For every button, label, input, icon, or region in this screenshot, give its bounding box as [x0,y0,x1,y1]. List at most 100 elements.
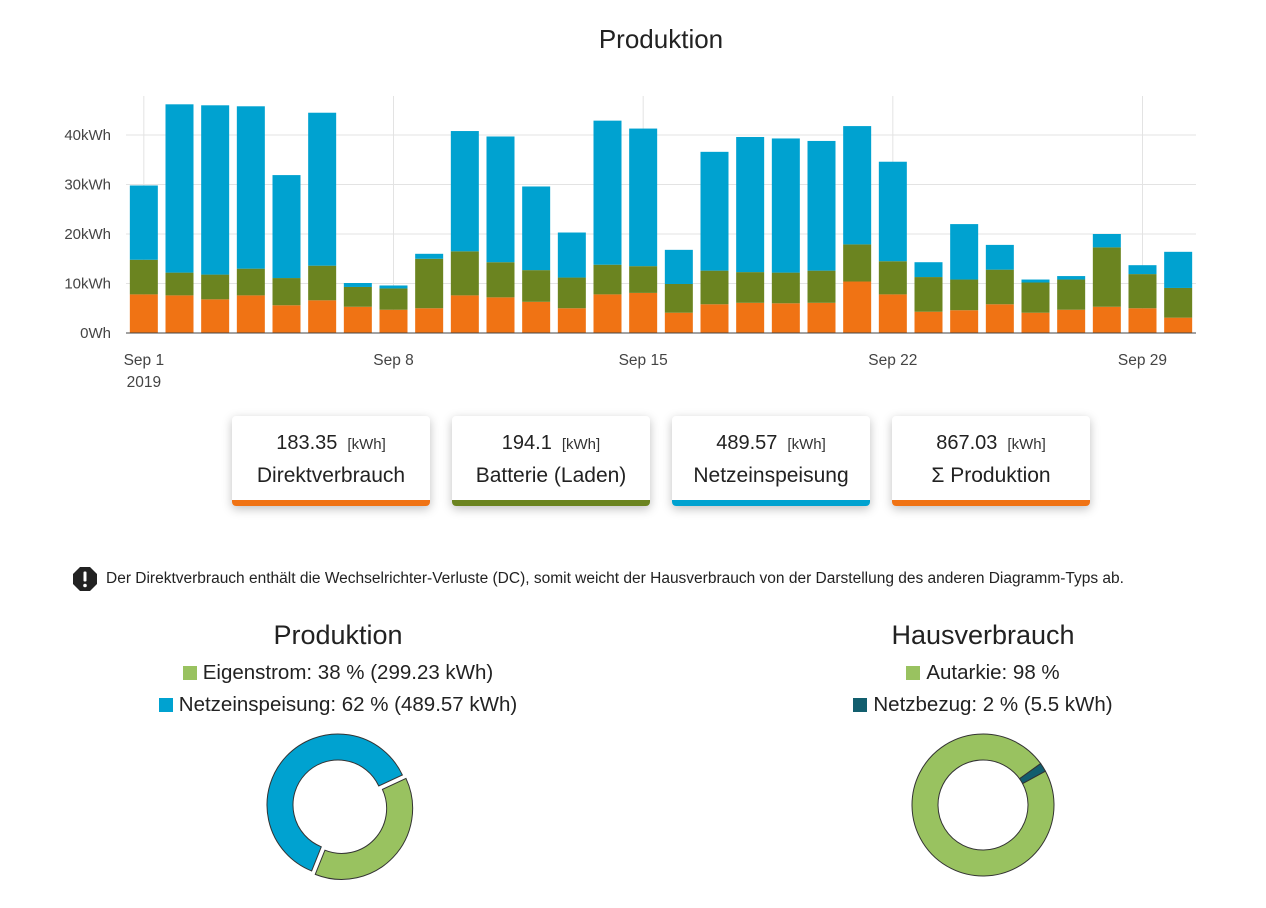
bar-segment[interactable] [201,299,230,333]
bar-segment[interactable] [343,286,372,307]
bar-segment[interactable] [985,269,1014,305]
bar-segment[interactable] [771,303,800,333]
bar-segment[interactable] [771,138,800,273]
bar-segment[interactable] [343,306,372,333]
bar-segment[interactable] [985,304,1014,333]
bar-segment[interactable] [557,232,586,278]
bar-segment[interactable] [522,186,551,271]
bar-segment[interactable] [914,277,943,312]
bar-segment[interactable] [950,279,979,311]
bar-segment[interactable] [308,112,337,266]
bar-segment[interactable] [1128,274,1157,309]
bar-segment[interactable] [593,294,622,333]
bar-segment[interactable] [236,295,265,333]
bar-segment[interactable] [522,270,551,302]
bar-segment[interactable] [914,262,943,278]
note-text: Der Direktverbrauch enthält die Wechselr… [106,570,1124,587]
bar-segment[interactable] [1092,247,1121,307]
bar-segment[interactable] [415,308,444,333]
bar-segment[interactable] [1057,276,1086,280]
donut-slice[interactable] [1018,762,1047,785]
bar-segment[interactable] [486,297,515,333]
bar-segment[interactable] [343,283,372,287]
bar-segment[interactable] [1092,234,1121,248]
bar-segment[interactable] [1164,251,1193,288]
bar-segment[interactable] [950,224,979,280]
donut-slice[interactable] [911,733,1055,877]
bar-segment[interactable] [771,272,800,304]
bar-segment[interactable] [415,253,444,259]
bar-segment[interactable] [272,305,301,333]
bar-segment[interactable] [700,304,729,333]
bar-segment[interactable] [450,295,479,333]
bar-segment[interactable] [236,106,265,269]
bar-segment[interactable] [165,272,194,296]
bar-segment[interactable] [629,292,658,333]
bar-segment[interactable] [878,294,907,333]
bar-segment[interactable] [129,185,158,260]
bar-segment[interactable] [557,277,586,309]
bar-segment[interactable] [843,281,872,333]
bar-segment[interactable] [379,309,408,333]
bar-segment[interactable] [1021,282,1050,313]
bar-segment[interactable] [1057,279,1086,310]
bar-segment[interactable] [1021,312,1050,333]
bar-segment[interactable] [629,128,658,267]
card-value: 489.57 [716,432,778,454]
bar-segment[interactable] [914,311,943,333]
x-tick-label: Sep 29 [1118,352,1167,369]
bar-segment[interactable] [308,265,337,301]
bar-segment[interactable] [878,161,907,262]
bar-segment[interactable] [700,270,729,305]
bar-segment[interactable] [700,151,729,271]
bar-segment[interactable] [201,105,230,275]
bar-segment[interactable] [379,288,408,310]
bar-segment[interactable] [1021,279,1050,283]
bar-segment[interactable] [486,262,515,298]
bar-segment[interactable] [593,264,622,295]
bar-segment[interactable] [736,302,765,333]
bar-segment[interactable] [843,126,872,245]
bar-segment[interactable] [1164,287,1193,318]
bar-segment[interactable] [379,285,408,289]
bar-segment[interactable] [736,272,765,303]
bar-segment[interactable] [664,249,693,284]
bar-segment[interactable] [807,302,836,333]
bar-segment[interactable] [272,175,301,279]
bar-segment[interactable] [236,268,265,296]
bar-segment[interactable] [557,308,586,333]
donut-slice[interactable] [266,733,404,872]
bar-segment[interactable] [878,261,907,295]
bar-segment[interactable] [1128,308,1157,333]
bar-segment[interactable] [1092,306,1121,333]
bar-segment[interactable] [165,295,194,333]
bar-segment[interactable] [450,251,479,296]
bar-segment[interactable] [664,283,693,313]
card-unit: [kWh] [561,436,601,453]
bar-segment[interactable] [950,310,979,333]
bar-segment[interactable] [985,244,1014,270]
legend-swatch [906,666,921,680]
bar-segment[interactable] [736,136,765,273]
bar-segment[interactable] [129,294,158,333]
bar-segment[interactable] [129,259,158,295]
bar-segment[interactable] [1128,265,1157,275]
bar-segment[interactable] [664,312,693,333]
bar-segment[interactable] [843,244,872,282]
legend-text: Eigenstrom: 38 % (299.23 kWh) [202,661,494,684]
bar-segment[interactable] [201,274,230,300]
donut-slice[interactable] [314,777,414,880]
bar-segment[interactable] [272,278,301,306]
bar-segment[interactable] [415,258,444,309]
bar-segment[interactable] [807,270,836,303]
bar-segment[interactable] [629,266,658,293]
bar-segment[interactable] [807,140,836,271]
bar-segment[interactable] [165,104,194,273]
bar-segment[interactable] [486,136,515,263]
bar-segment[interactable] [308,300,337,333]
bar-segment[interactable] [1057,309,1086,333]
bar-segment[interactable] [522,301,551,333]
bar-segment[interactable] [450,131,479,252]
bar-segment[interactable] [593,120,622,265]
bar-segment[interactable] [1164,317,1193,333]
